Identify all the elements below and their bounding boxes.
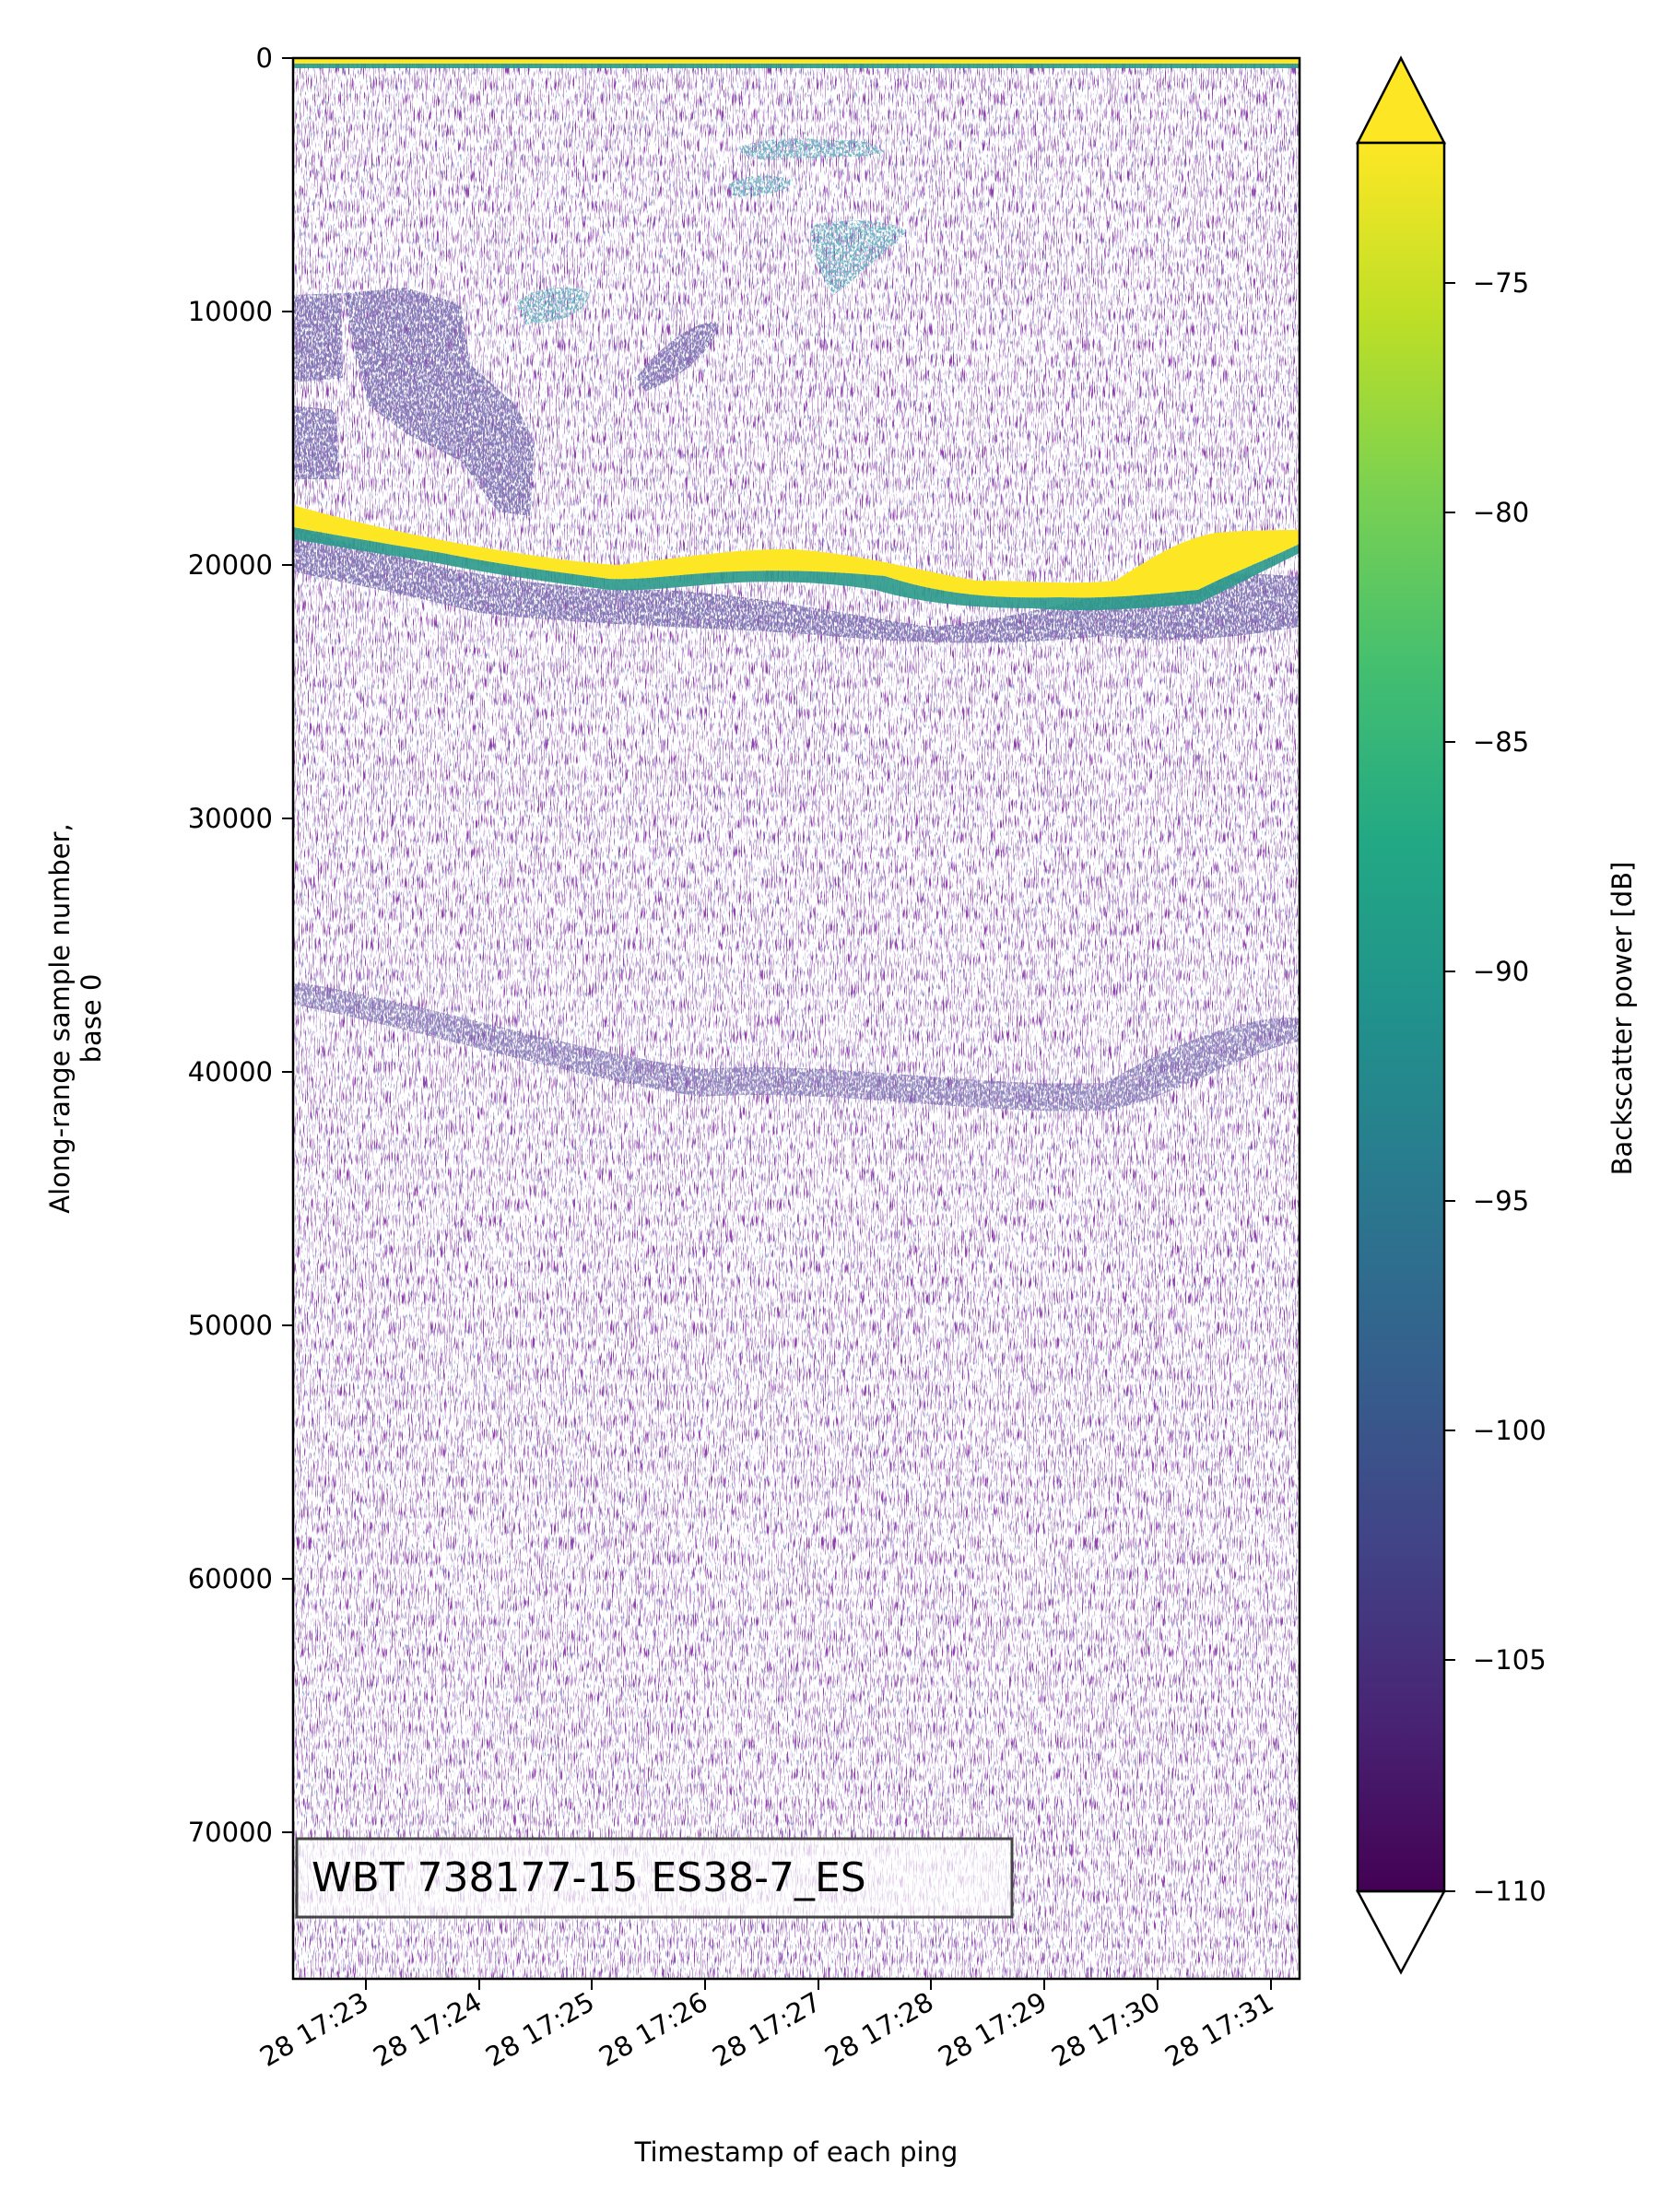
svg-text:28 17:26: 28 17:26	[594, 1986, 712, 2073]
svg-text:20000: 20000	[188, 549, 273, 581]
y-tick: 50000	[188, 1310, 293, 1341]
seabed-echo-band	[293, 505, 1300, 598]
svg-text:−110: −110	[1473, 1876, 1547, 1907]
y-tick: 40000	[188, 1056, 293, 1088]
x-tick: 28 17:29	[933, 1979, 1053, 2073]
svg-text:Along-range sample number,: Along-range sample number,	[44, 823, 76, 1214]
x-tick: 28 17:25	[480, 1979, 600, 2073]
svg-text:30000: 30000	[188, 803, 273, 834]
svg-text:−95: −95	[1473, 1185, 1529, 1217]
colorbar-tick: −90	[1444, 956, 1529, 987]
scattering-layer-a	[293, 288, 535, 516]
x-tick: 28 17:28	[819, 1979, 939, 2073]
x-tick: 28 17:27	[707, 1979, 827, 2073]
svg-text:60000: 60000	[188, 1563, 273, 1594]
colorbar: −75 −80 −85 −90 −95 −100 −105 −110 Backs…	[1355, 55, 1638, 1975]
svg-text:10000: 10000	[188, 296, 273, 327]
instrument-annotation: WBT 738177-15 ES38-7_ES	[295, 1837, 1014, 1919]
echogram-plot-area: WBT 738177-15 ES38-7_ES	[293, 58, 1300, 1979]
colorbar-tick: −80	[1444, 497, 1529, 528]
y-tick: 20000	[188, 549, 293, 581]
fish-school-1	[737, 138, 885, 160]
fish-school-2	[728, 175, 793, 196]
surface-layer	[293, 58, 1300, 64]
svg-text:28 17:29: 28 17:29	[933, 1986, 1052, 2073]
plot-frame	[291, 56, 1301, 1981]
x-axis-label: Timestamp of each ping	[634, 2136, 959, 2168]
svg-text:−85: −85	[1473, 726, 1529, 758]
svg-text:−105: −105	[1473, 1644, 1547, 1676]
colorbar-tick: −100	[1444, 1415, 1547, 1446]
svg-text:28 17:28: 28 17:28	[819, 1986, 938, 2073]
colorbar-gradient	[1358, 143, 1444, 1891]
colorbar-over-extension	[1355, 55, 1447, 145]
svg-text:70000: 70000	[188, 1817, 273, 1848]
colorbar-under-extension	[1355, 1889, 1447, 1975]
x-tick: 28 17:24	[368, 1979, 488, 2073]
svg-text:28 17:23: 28 17:23	[254, 1986, 373, 2073]
colorbar-tick: −95	[1444, 1185, 1529, 1217]
colorbar-tick: −105	[1444, 1644, 1547, 1676]
colorbar-tick: −75	[1444, 267, 1529, 299]
y-tick: 60000	[188, 1563, 293, 1594]
seabed-echo-fringe	[293, 527, 1300, 611]
svg-text:28 17:30: 28 17:30	[1046, 1986, 1165, 2073]
svg-text:0: 0	[256, 42, 273, 74]
svg-text:28 17:31: 28 17:31	[1159, 1986, 1278, 2073]
svg-text:−100: −100	[1473, 1415, 1547, 1446]
x-tick: 28 17:31	[1159, 1979, 1279, 2073]
deep-scattering-layer	[293, 982, 1300, 1112]
instrument-annotation-text: WBT 738177-15 ES38-7_ES	[312, 1854, 866, 1901]
svg-text:−90: −90	[1473, 956, 1529, 987]
svg-text:50000: 50000	[188, 1310, 273, 1341]
x-tick: 28 17:23	[254, 1979, 374, 2073]
x-axis: 28 17:23 28 17:24 28 17:25 28 17:26 28 1…	[254, 1979, 1279, 2168]
svg-text:28 17:27: 28 17:27	[707, 1986, 826, 2073]
x-tick: 28 17:26	[594, 1979, 713, 2073]
y-tick: 30000	[188, 803, 293, 834]
svg-text:28 17:24: 28 17:24	[368, 1986, 487, 2073]
y-tick: 10000	[188, 296, 293, 327]
svg-text:28 17:25: 28 17:25	[480, 1986, 599, 2073]
fish-school-4	[516, 288, 590, 324]
y-axis: 0 10000 20000 30000 40000 50000 60000 70…	[44, 42, 293, 1848]
svg-text:base 0: base 0	[76, 974, 107, 1064]
svg-text:−75: −75	[1473, 267, 1529, 299]
y-axis-label: Along-range sample number, base 0	[44, 823, 107, 1214]
svg-text:−80: −80	[1473, 497, 1529, 528]
fish-school-3	[811, 219, 908, 295]
svg-text:40000: 40000	[188, 1056, 273, 1088]
y-tick: 0	[256, 42, 293, 74]
colorbar-tick: −110	[1444, 1876, 1547, 1907]
surface-layer-fringe	[293, 64, 1300, 68]
scattering-layer-b	[636, 322, 719, 392]
y-tick: 70000	[188, 1817, 293, 1848]
colorbar-tick: −85	[1444, 726, 1529, 758]
x-tick: 28 17:30	[1046, 1979, 1166, 2073]
seabed-tail	[293, 525, 1300, 643]
colorbar-label: Backscatter power [dB]	[1606, 862, 1638, 1176]
